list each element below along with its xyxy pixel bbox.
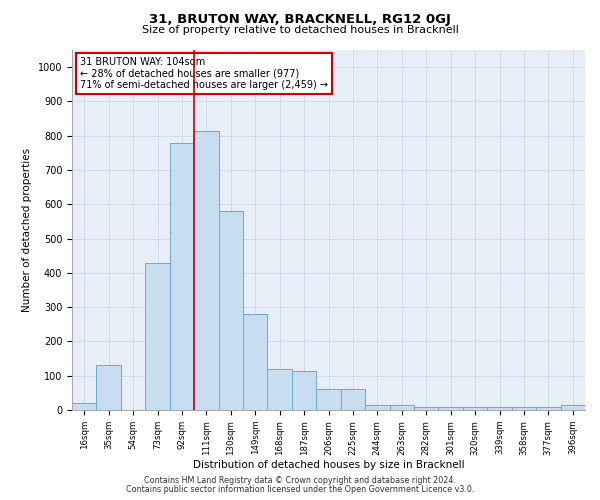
Bar (414, 406, 439, 410)
Bar (243, 314, 268, 410)
Bar (389, 405, 414, 410)
Text: Contains public sector information licensed under the Open Government Licence v3: Contains public sector information licen… (126, 485, 474, 494)
Bar (365, 405, 389, 410)
Text: Size of property relative to detached houses in Bracknell: Size of property relative to detached ho… (142, 25, 458, 35)
Bar (145, 262, 170, 410)
Bar (560, 405, 585, 410)
Bar (170, 142, 194, 410)
Bar (218, 211, 243, 410)
Bar (194, 130, 218, 410)
Bar (536, 406, 560, 410)
Bar (292, 370, 316, 410)
Bar (97, 366, 121, 410)
Bar (463, 406, 487, 410)
Bar (512, 406, 536, 410)
Bar (341, 390, 365, 410)
X-axis label: Distribution of detached houses by size in Bracknell: Distribution of detached houses by size … (193, 460, 464, 470)
Y-axis label: Number of detached properties: Number of detached properties (22, 148, 32, 312)
Bar (439, 406, 463, 410)
Bar (316, 390, 341, 410)
Text: 31, BRUTON WAY, BRACKNELL, RG12 0GJ: 31, BRUTON WAY, BRACKNELL, RG12 0GJ (149, 12, 451, 26)
Text: 31 BRUTON WAY: 104sqm
← 28% of detached houses are smaller (977)
71% of semi-det: 31 BRUTON WAY: 104sqm ← 28% of detached … (80, 57, 328, 90)
Text: Contains HM Land Registry data © Crown copyright and database right 2024.: Contains HM Land Registry data © Crown c… (144, 476, 456, 485)
Bar (268, 369, 292, 410)
Bar (487, 406, 512, 410)
Bar (72, 403, 97, 410)
